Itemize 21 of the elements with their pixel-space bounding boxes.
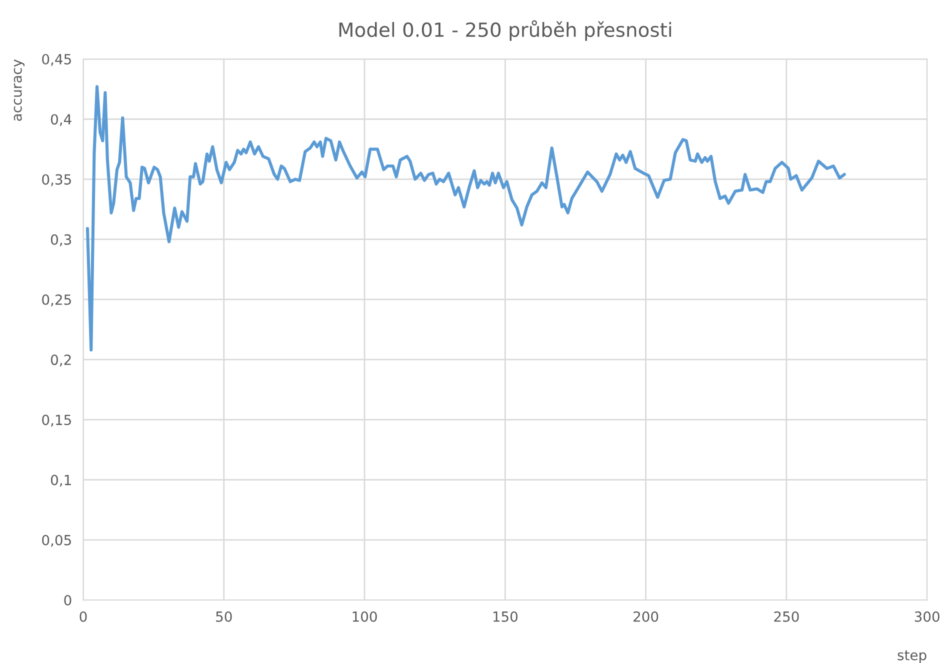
x-tick-label: 250 <box>774 611 799 622</box>
y-tick-label: 0 <box>64 594 72 606</box>
x-tick-label: 0 <box>80 611 87 622</box>
x-tick-label: 100 <box>352 611 377 622</box>
y-tick-label: 0,05 <box>42 534 71 547</box>
y-tick-label: 0,4 <box>50 114 72 126</box>
x-axis-title: step <box>898 650 926 663</box>
x-tick-label: 50 <box>216 611 232 622</box>
y-tick-label: 0,2 <box>50 354 71 366</box>
y-axis-title: accuracy <box>14 59 25 121</box>
y-tick-label: 0,1 <box>50 474 71 487</box>
x-tick-label: 150 <box>493 611 518 622</box>
x-tick-label: 200 <box>634 611 658 622</box>
y-tick-label: 0,25 <box>42 294 71 306</box>
y-tick-label: 0,15 <box>42 414 71 427</box>
y-tick-label: 0,3 <box>50 234 72 246</box>
x-tick-label: 300 <box>914 611 940 622</box>
y-tick-label: 0,35 <box>42 174 71 186</box>
line-series <box>86 85 846 352</box>
chart-title: Model 0.01 - 250 průběh přesnosti <box>339 20 672 41</box>
y-tick-label: 0,45 <box>42 54 71 66</box>
